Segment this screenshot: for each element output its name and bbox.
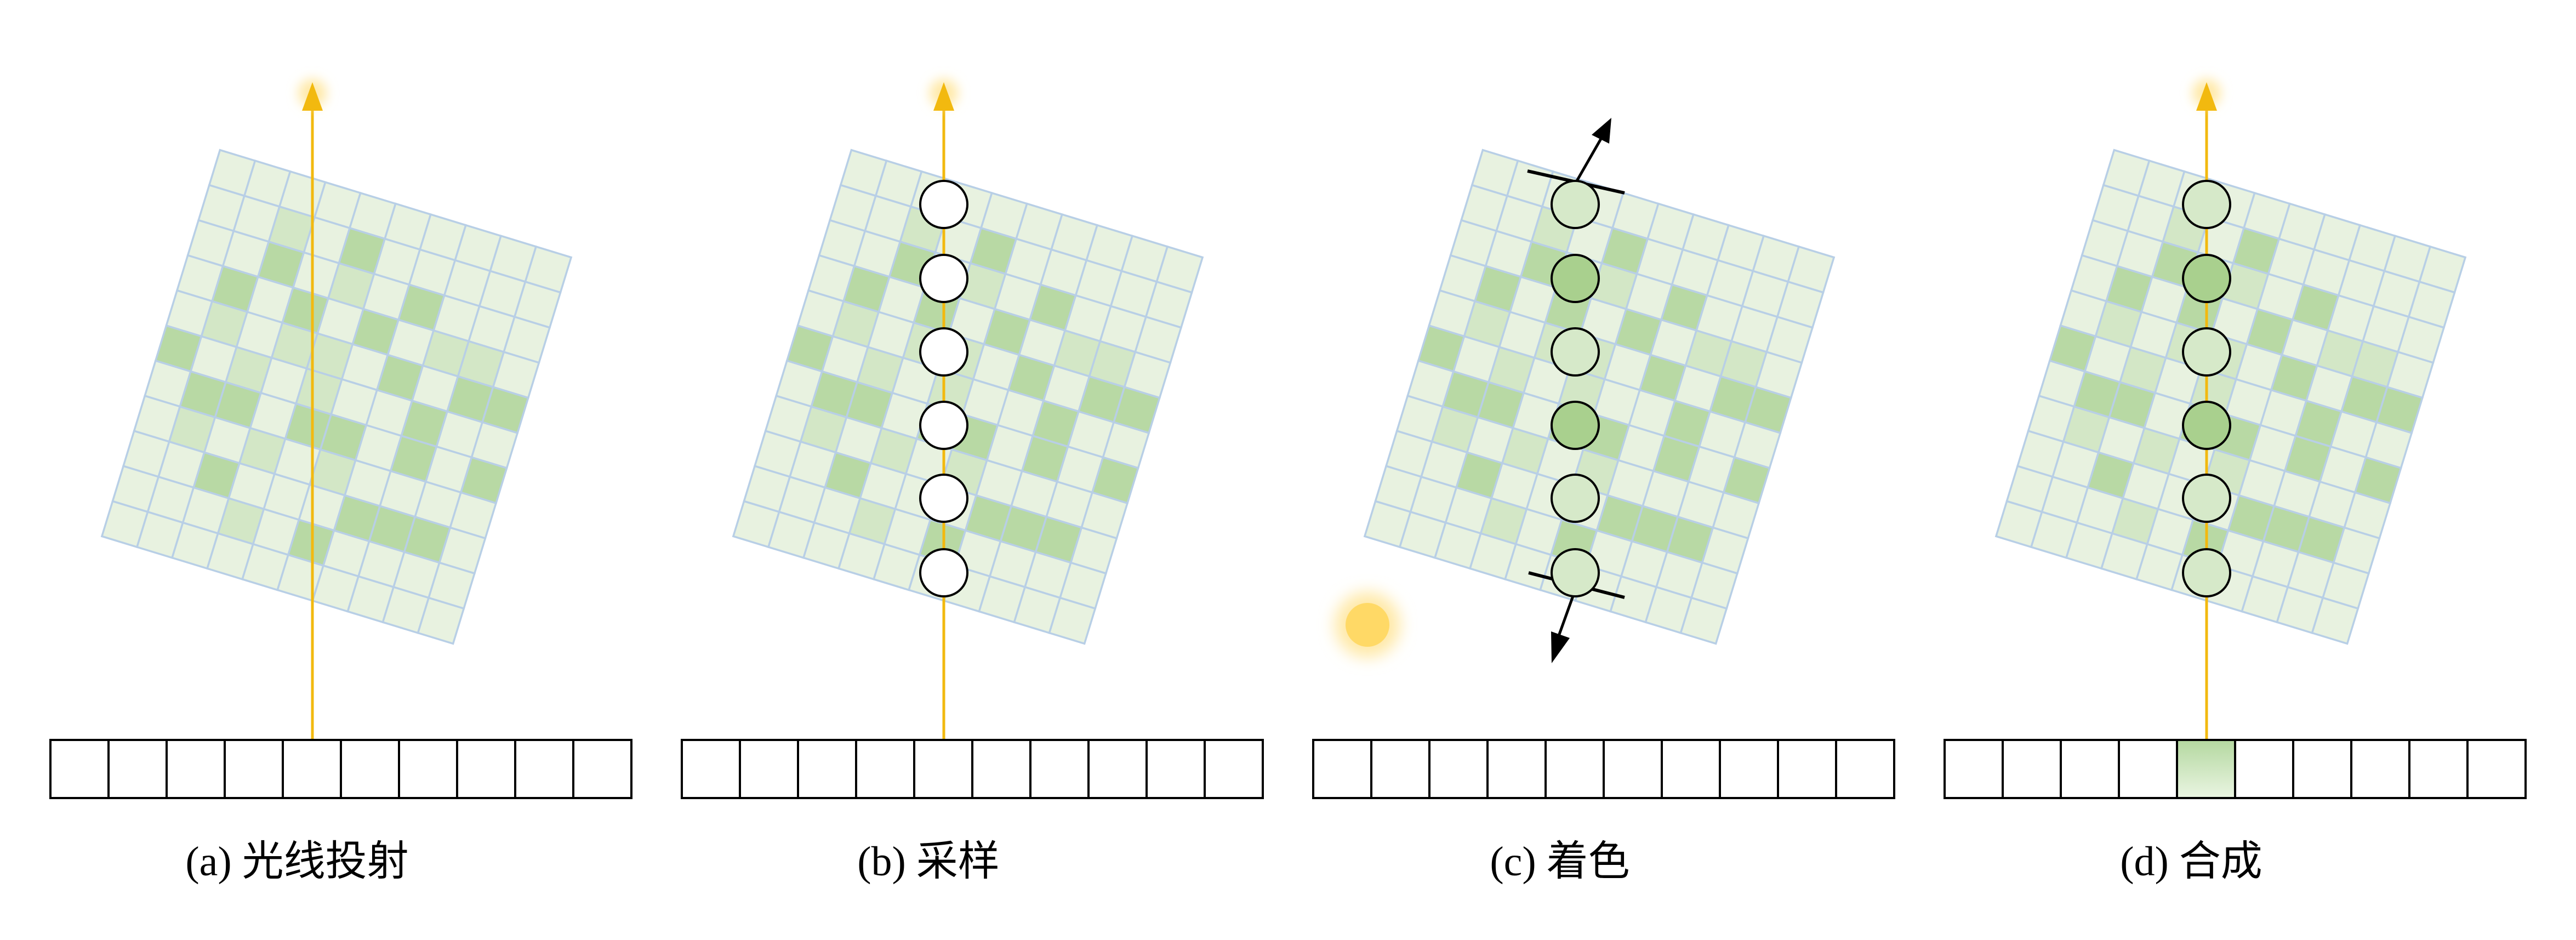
image-plane bbox=[1312, 739, 1895, 799]
circle-icon bbox=[1551, 474, 1600, 523]
image-pixel bbox=[1777, 739, 1837, 799]
image-pixel bbox=[572, 739, 632, 799]
voxel-cell bbox=[417, 596, 465, 645]
circle-icon bbox=[1551, 180, 1600, 229]
image-pixel bbox=[166, 739, 226, 799]
image-pixel bbox=[2408, 739, 2469, 799]
arrow-up-icon bbox=[933, 82, 954, 111]
panel-caption: (d) 合成 bbox=[2120, 839, 2262, 885]
image-pixel bbox=[2118, 739, 2178, 799]
circle-icon bbox=[919, 180, 968, 229]
circle-icon bbox=[919, 548, 968, 597]
image-pixel bbox=[1661, 739, 1721, 799]
image-pixel bbox=[514, 739, 574, 799]
image-pixel bbox=[1428, 739, 1489, 799]
image-pixel bbox=[224, 739, 284, 799]
image-pixel bbox=[1312, 739, 1372, 799]
circle-icon bbox=[1551, 327, 1600, 377]
image-pixel bbox=[1719, 739, 1779, 799]
arrow-up-icon bbox=[302, 82, 323, 111]
image-pixel bbox=[2060, 739, 2120, 799]
image-pixel bbox=[2176, 739, 2236, 799]
panel-c: (c) 着色 bbox=[1312, 118, 1895, 885]
circle-icon bbox=[2182, 474, 2231, 523]
image-pixel bbox=[681, 739, 741, 799]
panel-caption: (a) 光线投射 bbox=[185, 839, 408, 885]
image-plane bbox=[49, 739, 632, 799]
circle-icon bbox=[919, 474, 968, 523]
image-pixel bbox=[739, 739, 799, 799]
image-pixel bbox=[1087, 739, 1148, 799]
image-pixel bbox=[2350, 739, 2410, 799]
sample-points bbox=[1551, 180, 1600, 597]
image-plane bbox=[681, 739, 1264, 799]
voxel-cell bbox=[1048, 596, 1097, 645]
image-pixel bbox=[1603, 739, 1663, 799]
voxel-cell bbox=[2311, 596, 2360, 645]
image-plane bbox=[1944, 739, 2527, 799]
panel-b: (b) 采样 bbox=[681, 79, 1264, 885]
image-pixel bbox=[456, 739, 516, 799]
image-pixel bbox=[797, 739, 857, 799]
circle-icon bbox=[919, 327, 968, 377]
image-pixel bbox=[1835, 739, 1895, 799]
arrow-down-icon bbox=[1551, 631, 1570, 663]
image-pixel bbox=[855, 739, 915, 799]
sample-points bbox=[2182, 180, 2231, 597]
circle-icon bbox=[919, 254, 968, 303]
image-pixel bbox=[49, 739, 110, 799]
image-pixel bbox=[2292, 739, 2352, 799]
image-pixel bbox=[2234, 739, 2294, 799]
image-pixel bbox=[913, 739, 973, 799]
image-pixel bbox=[340, 739, 400, 799]
arrow-up-icon bbox=[1592, 118, 1611, 144]
image-pixel bbox=[971, 739, 1031, 799]
image-pixel bbox=[1370, 739, 1431, 799]
image-pixel bbox=[398, 739, 458, 799]
circle-icon bbox=[919, 401, 968, 450]
panel-a: (a) 光线投射 bbox=[49, 79, 632, 885]
image-pixel bbox=[1486, 739, 1547, 799]
image-pixel bbox=[2002, 739, 2062, 799]
sample-points bbox=[919, 180, 968, 597]
image-pixel bbox=[107, 739, 168, 799]
normal-line-top bbox=[1575, 135, 1604, 182]
panel-caption: (c) 着色 bbox=[1490, 839, 1629, 885]
image-pixel bbox=[282, 739, 342, 799]
sun-icon bbox=[1335, 592, 1400, 658]
image-pixel bbox=[1545, 739, 1605, 799]
volume-grid bbox=[1363, 149, 1836, 645]
image-pixel bbox=[1204, 739, 1264, 799]
voxel-cell bbox=[1679, 596, 1728, 645]
panel-caption: (b) 采样 bbox=[857, 839, 1000, 885]
image-pixel bbox=[2466, 739, 2527, 799]
ray bbox=[298, 79, 327, 740]
circle-icon bbox=[1551, 401, 1600, 450]
volume-grid bbox=[732, 149, 1204, 645]
circle-icon bbox=[2182, 180, 2231, 229]
circle-icon bbox=[2182, 327, 2231, 377]
circle-icon bbox=[1551, 254, 1600, 303]
panel-d: (d) 合成 bbox=[1944, 79, 2527, 885]
arrow-up-icon bbox=[2196, 82, 2217, 111]
volume-grid bbox=[100, 149, 573, 645]
circle-icon bbox=[2182, 548, 2231, 597]
circle-icon bbox=[2182, 254, 2231, 303]
circle-icon bbox=[2182, 401, 2231, 450]
image-pixel bbox=[1145, 739, 1206, 799]
circle-icon bbox=[1551, 548, 1600, 597]
image-pixel bbox=[1029, 739, 1090, 799]
image-pixel bbox=[1944, 739, 2004, 799]
